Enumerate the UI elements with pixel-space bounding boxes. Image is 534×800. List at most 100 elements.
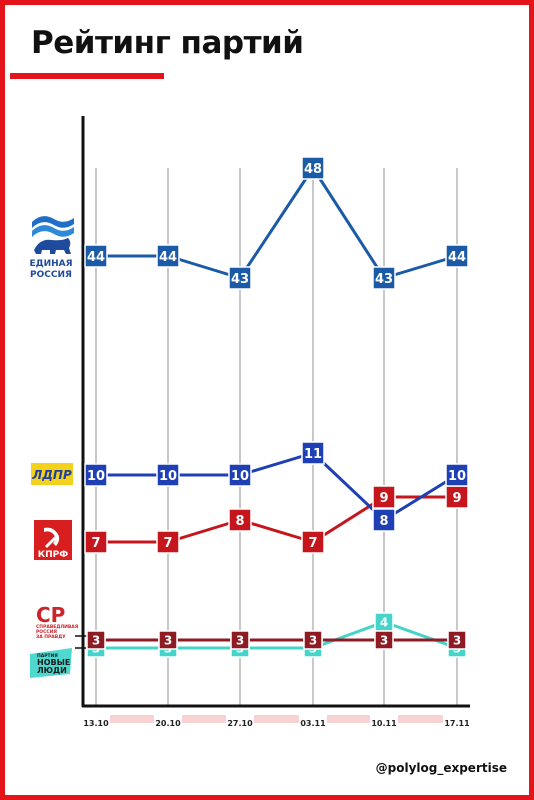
data-marker (301, 530, 325, 554)
data-label: 10 (159, 469, 177, 484)
date-band-2 (254, 715, 299, 723)
data-label: 9 (452, 491, 461, 506)
series-line-4 (96, 620, 458, 650)
data-label: 44 (87, 250, 105, 265)
data-label: 44 (159, 250, 177, 265)
data-marker (447, 630, 467, 650)
data-marker (156, 530, 180, 554)
data-point: 10 (228, 463, 252, 487)
data-marker (372, 508, 396, 532)
data-label: 3 (309, 634, 317, 648)
bear-flag-icon (32, 216, 74, 254)
logo-text: ЛДПР (31, 468, 72, 482)
data-point: 7 (84, 530, 108, 554)
data-label: 8 (379, 514, 388, 529)
data-label: 3 (92, 634, 100, 648)
data-label: 10 (448, 469, 466, 484)
logo-text: СПРАВЕДЛИВАЯ (36, 624, 79, 630)
data-label: 7 (308, 536, 317, 551)
data-marker (84, 244, 108, 268)
data-marker (228, 266, 252, 290)
data-label: 10 (87, 469, 105, 484)
data-marker (84, 463, 108, 487)
ldpr-badge-icon (31, 463, 73, 485)
data-marker (372, 485, 396, 509)
logo-text: ЗА ПРАВДУ (36, 634, 66, 640)
title-underline (10, 73, 164, 79)
data-point: 48 (301, 156, 325, 180)
data-label: 8 (235, 514, 244, 529)
data-marker (301, 156, 325, 180)
data-label: 4 (380, 616, 388, 630)
data-point: 43 (372, 266, 396, 290)
data-marker (228, 463, 252, 487)
data-label: 3 (164, 634, 172, 648)
data-point: 11 (301, 441, 325, 465)
data-label: 3 (380, 634, 388, 648)
data-point: 3 (230, 630, 250, 650)
date-band-0 (110, 715, 154, 723)
data-label: 3 (236, 634, 244, 648)
data-marker (86, 630, 106, 650)
data-point: 10 (156, 463, 180, 487)
x-tick-label: 20.10 (155, 719, 181, 728)
data-point: 43 (228, 266, 252, 290)
logo-text: КПРФ (38, 550, 68, 560)
logo-text: ЕДИНАЯ (29, 259, 72, 269)
data-point: 44 (156, 244, 180, 268)
data-marker (156, 244, 180, 268)
data-marker (156, 463, 180, 487)
data-point: 9 (372, 485, 396, 509)
data-point: 3 (447, 630, 467, 650)
date-band-3 (327, 715, 370, 723)
x-tick-label: 03.11 (300, 719, 326, 728)
x-tick-label: 13.10 (83, 719, 109, 728)
series-line-1 (96, 451, 458, 522)
data-marker (230, 630, 250, 650)
data-point: 3 (374, 630, 394, 650)
logo-text: ПАРТИЯ (37, 653, 58, 659)
data-point: 44 (445, 244, 469, 268)
data-point: 3 (158, 630, 178, 650)
x-tick-label: 17.11 (444, 719, 470, 728)
data-marker (84, 530, 108, 554)
data-label: 11 (304, 447, 322, 462)
data-marker (303, 630, 323, 650)
data-point: 44 (84, 244, 108, 268)
data-label: 3 (453, 634, 461, 648)
data-marker (301, 441, 325, 465)
data-label: 48 (304, 162, 322, 177)
data-point: 4 (374, 612, 394, 632)
data-label: 43 (231, 272, 249, 287)
data-point: 10 (445, 463, 469, 487)
source-handle: @polylog_expertise (375, 761, 507, 775)
logo-text: НОВЫЕ (37, 658, 70, 667)
data-label: 10 (231, 469, 249, 484)
new-people-icon (30, 648, 72, 678)
data-point: 7 (156, 530, 180, 554)
data-marker (228, 508, 252, 532)
date-band-1 (182, 715, 226, 723)
data-label: 43 (375, 272, 393, 287)
x-tick-label: 10.11 (371, 719, 397, 728)
data-point: 3 (303, 630, 323, 650)
data-point: 3 (86, 630, 106, 650)
data-marker (374, 630, 394, 650)
data-point: 8 (228, 508, 252, 532)
data-marker (445, 463, 469, 487)
series-line-0 (96, 166, 458, 280)
series-line-2 (96, 495, 457, 544)
data-point: 10 (84, 463, 108, 487)
sr-logo-icon: СР (36, 603, 65, 627)
data-label: 9 (379, 491, 388, 506)
data-label: 7 (91, 536, 100, 551)
logo-text: РОССИЯ (30, 270, 72, 280)
date-band-4 (398, 715, 443, 723)
logo-text: ЛЮДИ (37, 666, 67, 675)
data-label: 7 (163, 536, 172, 551)
logo-text: РОССИЯ (36, 629, 57, 635)
chart-title: Рейтинг партий (31, 25, 304, 61)
data-label: 44 (448, 250, 466, 265)
